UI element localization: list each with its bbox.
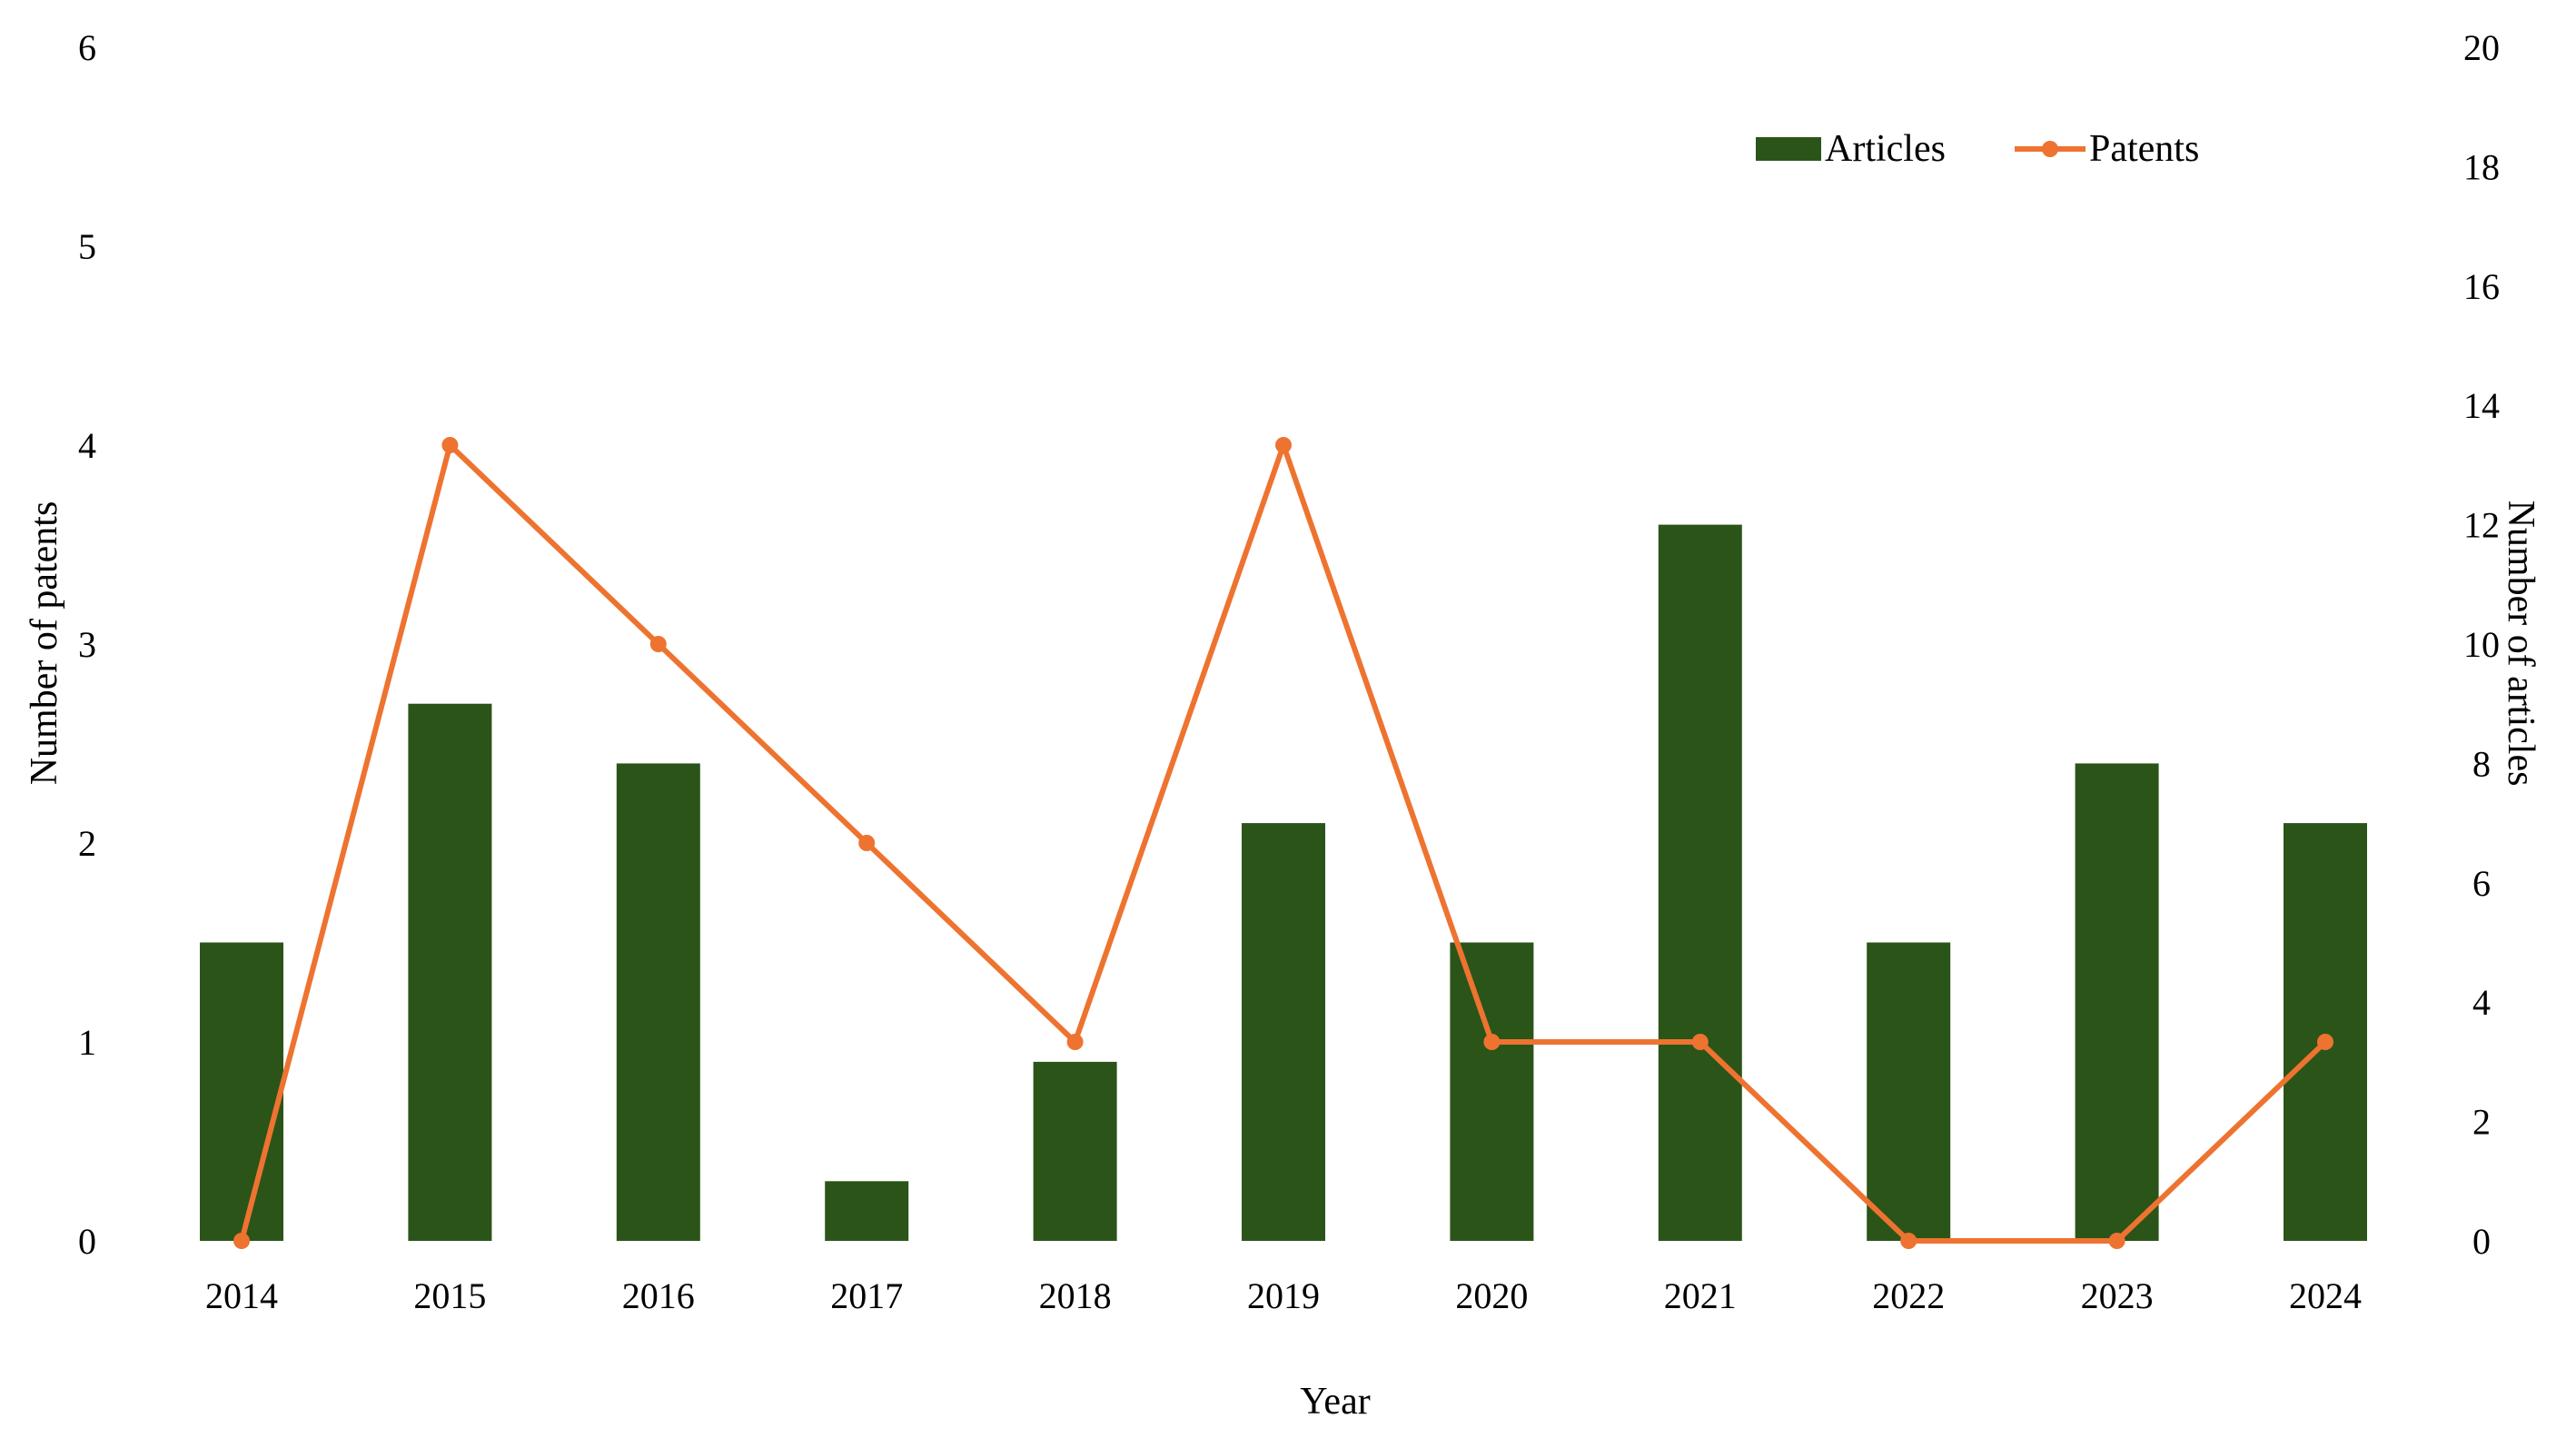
left-tick-0: 0 — [78, 1221, 96, 1262]
legend-label-articles: Articles — [1825, 128, 1946, 170]
bar-2019 — [1242, 823, 1325, 1241]
x-axis-ticks: 2014 2015 2016 2017 2018 2019 2020 2021 2022 2023… — [205, 1275, 2362, 1316]
bar-2016 — [616, 763, 700, 1241]
right-tick-4: 4 — [2472, 982, 2491, 1023]
right-tick-12: 12 — [2463, 505, 2500, 546]
right-tick-18: 18 — [2463, 146, 2500, 187]
bar-2015 — [408, 703, 492, 1241]
point-2016 — [649, 636, 667, 652]
x-tick-2015: 2015 — [413, 1275, 486, 1316]
legend-swatch-articles — [1756, 137, 1821, 161]
legend: Articles Patents — [1756, 128, 2199, 170]
left-tick-6: 6 — [78, 27, 96, 68]
x-tick-2021: 2021 — [1664, 1275, 1737, 1316]
left-tick-1: 1 — [78, 1022, 96, 1063]
point-2022 — [1900, 1233, 1917, 1249]
point-2021 — [1691, 1034, 1709, 1050]
x-tick-2014: 2014 — [205, 1275, 278, 1316]
left-tick-5: 5 — [78, 226, 96, 267]
bar-2021 — [1658, 524, 1742, 1241]
point-2024 — [2317, 1034, 2333, 1050]
right-tick-16: 16 — [2463, 266, 2500, 307]
legend-marker-patents — [2042, 141, 2058, 157]
bar-2018 — [1033, 1061, 1117, 1241]
x-tick-2022: 2022 — [1872, 1275, 1945, 1316]
left-axis-title: Number of patents — [24, 501, 65, 786]
left-axis-ticks: 0 1 2 3 4 5 6 — [78, 27, 96, 1262]
right-axis-title: Number of articles — [2500, 501, 2541, 787]
bar-2023 — [2075, 763, 2159, 1241]
x-axis-title: Year — [1300, 1381, 1370, 1423]
point-2014 — [233, 1233, 250, 1249]
point-2020 — [1483, 1034, 1501, 1050]
right-tick-6: 6 — [2472, 863, 2491, 904]
right-tick-20: 20 — [2463, 27, 2500, 68]
point-2019 — [1275, 437, 1292, 453]
x-tick-2024: 2024 — [2289, 1275, 2362, 1316]
bar-2024 — [2284, 823, 2367, 1241]
point-2018 — [1066, 1034, 1084, 1050]
x-tick-2023: 2023 — [2081, 1275, 2154, 1316]
left-tick-3: 3 — [78, 624, 96, 665]
point-2023 — [2108, 1233, 2125, 1249]
point-2015 — [441, 437, 459, 453]
point-2017 — [858, 835, 876, 851]
right-tick-8: 8 — [2472, 743, 2491, 784]
bar-2017 — [825, 1181, 909, 1241]
x-tick-2020: 2020 — [1455, 1275, 1528, 1316]
right-axis-ticks: 0 2 4 6 8 10 12 14 16 18 20 — [2463, 27, 2500, 1262]
x-tick-2017: 2017 — [830, 1275, 903, 1316]
x-tick-2019: 2019 — [1247, 1275, 1320, 1316]
right-tick-0: 0 — [2472, 1221, 2491, 1262]
right-tick-2: 2 — [2472, 1102, 2491, 1143]
legend-label-patents: Patents — [2089, 128, 2199, 170]
line-series-patents — [233, 437, 2333, 1249]
x-tick-2016: 2016 — [622, 1275, 695, 1316]
left-tick-4: 4 — [78, 425, 96, 466]
x-tick-2018: 2018 — [1039, 1275, 1112, 1316]
bar-2014 — [200, 942, 283, 1241]
left-tick-2: 2 — [78, 823, 96, 864]
bar-2022 — [1867, 942, 1951, 1241]
right-tick-10: 10 — [2463, 624, 2500, 665]
right-tick-14: 14 — [2463, 385, 2500, 426]
bar-series-articles — [200, 524, 2367, 1241]
bar-2020 — [1450, 942, 1534, 1241]
